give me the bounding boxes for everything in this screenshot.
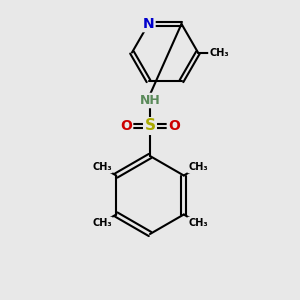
Text: CH₃: CH₃	[188, 218, 208, 228]
Text: O: O	[120, 119, 132, 133]
Text: CH₃: CH₃	[92, 162, 112, 172]
Text: CH₃: CH₃	[92, 218, 112, 228]
Text: O: O	[168, 119, 180, 133]
Text: NH: NH	[140, 94, 160, 107]
Text: CH₃: CH₃	[209, 47, 229, 58]
Text: N: N	[143, 17, 154, 31]
Text: S: S	[145, 118, 155, 134]
Text: CH₃: CH₃	[188, 162, 208, 172]
